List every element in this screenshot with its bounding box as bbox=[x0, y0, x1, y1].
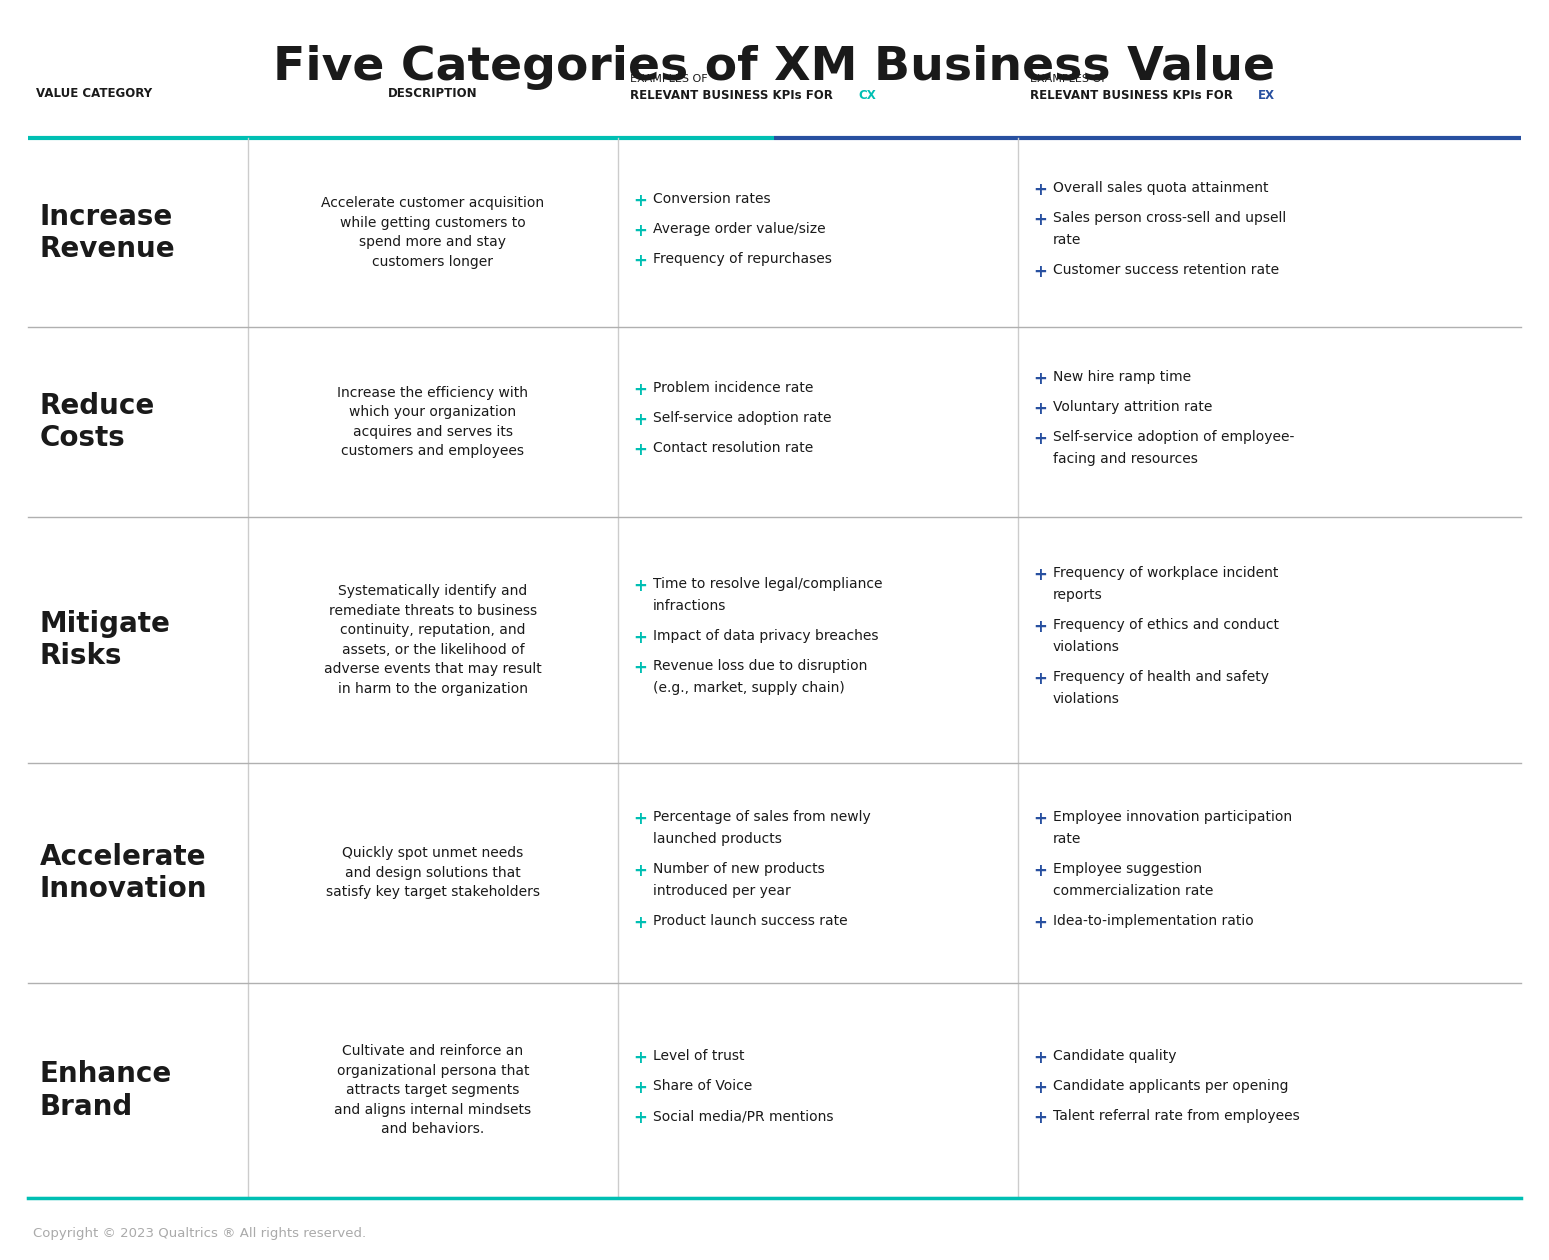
Text: Increase the efficiency with
which your organization
acquires and serves its
cus: Increase the efficiency with which your … bbox=[338, 386, 528, 459]
Text: +: + bbox=[1033, 810, 1047, 828]
Text: Cultivate and reinforce an
organizational persona that
attracts target segments
: Cultivate and reinforce an organizationa… bbox=[335, 1045, 531, 1137]
Text: Time to resolve legal/compliance: Time to resolve legal/compliance bbox=[654, 577, 883, 591]
Text: Average order value/size: Average order value/size bbox=[654, 222, 826, 236]
Text: +: + bbox=[634, 659, 647, 677]
Text: Mitigate
Risks: Mitigate Risks bbox=[40, 610, 170, 670]
Text: Frequency of workplace incident: Frequency of workplace incident bbox=[1053, 566, 1278, 580]
Text: +: + bbox=[634, 862, 647, 879]
Text: Five Categories of XM Business Value: Five Categories of XM Business Value bbox=[274, 45, 1275, 91]
Text: +: + bbox=[634, 629, 647, 646]
Text: Sales person cross-sell and upsell: Sales person cross-sell and upsell bbox=[1053, 210, 1286, 224]
Text: New hire ramp time: New hire ramp time bbox=[1053, 370, 1191, 384]
Text: Revenue loss due to disruption: Revenue loss due to disruption bbox=[654, 659, 867, 673]
Text: Customer success retention rate: Customer success retention rate bbox=[1053, 263, 1279, 277]
Text: +: + bbox=[634, 441, 647, 459]
Text: Idea-to-implementation ratio: Idea-to-implementation ratio bbox=[1053, 914, 1253, 927]
Text: +: + bbox=[1033, 566, 1047, 583]
Text: Accelerate
Innovation: Accelerate Innovation bbox=[40, 843, 208, 903]
Text: infractions: infractions bbox=[654, 598, 726, 612]
Text: +: + bbox=[1033, 430, 1047, 449]
Text: Problem incidence rate: Problem incidence rate bbox=[654, 382, 813, 396]
Text: EX: EX bbox=[1258, 89, 1275, 102]
Text: Accelerate customer acquisition
while getting customers to
spend more and stay
c: Accelerate customer acquisition while ge… bbox=[322, 197, 545, 268]
Text: +: + bbox=[1033, 180, 1047, 199]
Text: Social media/PR mentions: Social media/PR mentions bbox=[654, 1110, 833, 1124]
Text: +: + bbox=[1033, 370, 1047, 388]
Text: VALUE CATEGORY: VALUE CATEGORY bbox=[36, 87, 152, 100]
Text: +: + bbox=[634, 382, 647, 399]
Text: Number of new products: Number of new products bbox=[654, 862, 824, 876]
Text: Level of trust: Level of trust bbox=[654, 1050, 745, 1063]
Text: Self-service adoption rate: Self-service adoption rate bbox=[654, 411, 832, 425]
Text: Candidate applicants per opening: Candidate applicants per opening bbox=[1053, 1080, 1289, 1094]
Text: Voluntary attrition rate: Voluntary attrition rate bbox=[1053, 401, 1213, 415]
Text: Frequency of health and safety: Frequency of health and safety bbox=[1053, 670, 1269, 684]
Text: +: + bbox=[1033, 1110, 1047, 1128]
Text: +: + bbox=[634, 810, 647, 828]
Text: Share of Voice: Share of Voice bbox=[654, 1080, 753, 1094]
Text: Frequency of repurchases: Frequency of repurchases bbox=[654, 252, 832, 266]
Text: EXAMPLES OF: EXAMPLES OF bbox=[630, 74, 708, 84]
Text: +: + bbox=[1033, 617, 1047, 636]
Text: commercialization rate: commercialization rate bbox=[1053, 883, 1213, 898]
Text: violations: violations bbox=[1053, 640, 1120, 654]
Text: Systematically identify and
remediate threats to business
continuity, reputation: Systematically identify and remediate th… bbox=[324, 585, 542, 696]
Text: +: + bbox=[1033, 1080, 1047, 1097]
Text: Conversion rates: Conversion rates bbox=[654, 192, 770, 205]
Text: +: + bbox=[1033, 670, 1047, 688]
Text: Candidate quality: Candidate quality bbox=[1053, 1050, 1177, 1063]
Text: Contact resolution rate: Contact resolution rate bbox=[654, 441, 813, 455]
Text: Employee suggestion: Employee suggestion bbox=[1053, 862, 1202, 876]
Text: +: + bbox=[1033, 1050, 1047, 1067]
Text: +: + bbox=[634, 252, 647, 270]
Text: +: + bbox=[634, 914, 647, 932]
Text: Frequency of ethics and conduct: Frequency of ethics and conduct bbox=[1053, 617, 1279, 631]
Text: EXAMPLES OF: EXAMPLES OF bbox=[1030, 74, 1108, 84]
Text: +: + bbox=[634, 222, 647, 239]
Text: +: + bbox=[634, 1050, 647, 1067]
Text: RELEVANT BUSINESS KPIs FOR: RELEVANT BUSINESS KPIs FOR bbox=[1030, 89, 1238, 102]
Text: CX: CX bbox=[858, 89, 875, 102]
Text: facing and resources: facing and resources bbox=[1053, 452, 1197, 466]
Text: +: + bbox=[634, 1080, 647, 1097]
Text: +: + bbox=[1033, 862, 1047, 879]
Text: Percentage of sales from newly: Percentage of sales from newly bbox=[654, 810, 871, 824]
Text: launched products: launched products bbox=[654, 832, 782, 845]
Text: Impact of data privacy breaches: Impact of data privacy breaches bbox=[654, 629, 878, 643]
Text: Overall sales quota attainment: Overall sales quota attainment bbox=[1053, 180, 1269, 195]
Text: +: + bbox=[634, 577, 647, 595]
Text: Enhance
Brand: Enhance Brand bbox=[40, 1060, 172, 1120]
Text: Quickly spot unmet needs
and design solutions that
satisfy key target stakeholde: Quickly spot unmet needs and design solu… bbox=[325, 847, 541, 900]
Text: +: + bbox=[1033, 914, 1047, 932]
Text: reports: reports bbox=[1053, 588, 1103, 602]
Text: +: + bbox=[1033, 401, 1047, 418]
Text: +: + bbox=[634, 192, 647, 209]
Text: Talent referral rate from employees: Talent referral rate from employees bbox=[1053, 1110, 1300, 1124]
Text: Self-service adoption of employee-: Self-service adoption of employee- bbox=[1053, 430, 1295, 445]
Text: violations: violations bbox=[1053, 692, 1120, 706]
Text: (e.g., market, supply chain): (e.g., market, supply chain) bbox=[654, 680, 844, 694]
Text: DESCRIPTION: DESCRIPTION bbox=[389, 87, 477, 100]
Text: Employee innovation participation: Employee innovation participation bbox=[1053, 810, 1292, 824]
Text: RELEVANT BUSINESS KPIs FOR: RELEVANT BUSINESS KPIs FOR bbox=[630, 89, 836, 102]
Text: rate: rate bbox=[1053, 832, 1081, 845]
Text: +: + bbox=[1033, 210, 1047, 229]
Text: +: + bbox=[634, 411, 647, 430]
Text: Copyright © 2023 Qualtrics ® All rights reserved.: Copyright © 2023 Qualtrics ® All rights … bbox=[33, 1227, 366, 1240]
Text: +: + bbox=[1033, 263, 1047, 281]
Text: +: + bbox=[634, 1110, 647, 1128]
Text: introduced per year: introduced per year bbox=[654, 883, 790, 898]
Text: Reduce
Costs: Reduce Costs bbox=[40, 392, 155, 452]
Text: rate: rate bbox=[1053, 233, 1081, 247]
Text: Product launch success rate: Product launch success rate bbox=[654, 914, 847, 927]
Text: Increase
Revenue: Increase Revenue bbox=[40, 203, 175, 263]
